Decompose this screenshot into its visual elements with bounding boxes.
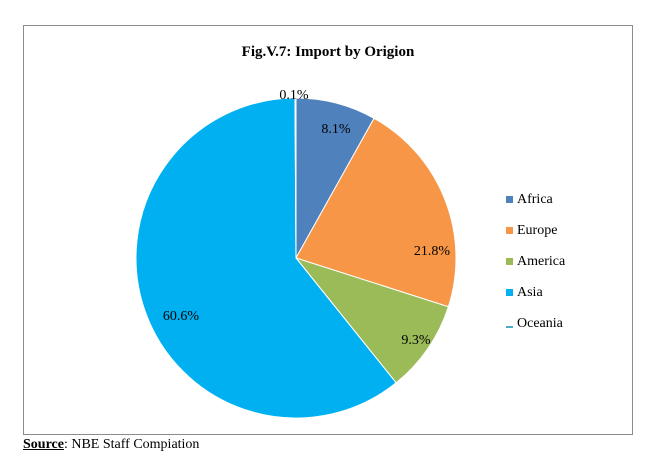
legend-label-europe: Europe [517, 222, 558, 238]
pie-slice-oceania [294, 97, 297, 259]
legend-label-asia: Asia [517, 284, 543, 300]
source-text: NBE Staff Compiation [67, 437, 200, 452]
pie-chart: 8.1% 21.8% 9.3% 60.6% 0.1% [135, 88, 457, 419]
chart-title: Fig.V.7: Import by Origion [241, 44, 415, 60]
source-label: Source [23, 437, 64, 452]
pie-slice-europe [295, 117, 457, 308]
data-label-america: 9.3% [401, 333, 431, 348]
legend-label-oceania: Oceania [517, 315, 563, 331]
pie-slice-asia [135, 97, 397, 419]
legend-swatch-america [506, 258, 513, 265]
data-label-africa: 8.1% [321, 122, 351, 137]
data-label-europe: 21.8% [414, 244, 451, 259]
legend-item-america: America [506, 246, 565, 277]
legend-item-oceania: Oceania [506, 308, 565, 339]
legend-swatch-oceania [506, 325, 513, 328]
legend-label-america: America [517, 253, 566, 269]
legend-swatch-africa [506, 196, 513, 203]
chart-frame: Fig.V.7: Import by Origion 8.1% 21.8% 9.3%… [23, 25, 633, 435]
legend-swatch-europe [506, 227, 513, 234]
source-note: Source: NBE Staff Compiation [23, 437, 199, 453]
legend-item-asia: Asia [506, 277, 565, 308]
legend-item-europe: Europe [506, 215, 565, 246]
legend-label-africa: Africa [517, 191, 553, 207]
legend-item-africa: Africa [506, 184, 565, 215]
pie-slice-america [294, 257, 450, 384]
chart-legend: Africa Europe America Asia Oceania [506, 184, 565, 339]
source-separator: : [63, 437, 68, 452]
data-label-asia: 60.6% [163, 309, 200, 324]
legend-swatch-asia [506, 289, 513, 296]
data-label-oceania: 0.1% [279, 88, 309, 103]
